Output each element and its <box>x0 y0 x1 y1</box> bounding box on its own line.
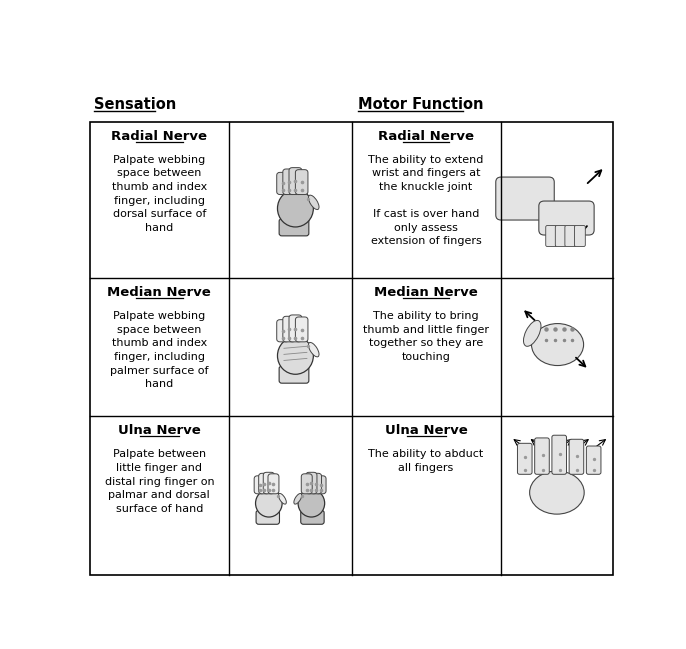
FancyBboxPatch shape <box>300 510 324 524</box>
FancyBboxPatch shape <box>276 173 289 195</box>
FancyBboxPatch shape <box>565 226 576 247</box>
FancyBboxPatch shape <box>279 219 309 236</box>
Text: The ability to abduct
all fingers: The ability to abduct all fingers <box>368 450 484 473</box>
Text: Radial Nerve: Radial Nerve <box>378 130 474 143</box>
Ellipse shape <box>277 190 314 227</box>
FancyBboxPatch shape <box>496 177 554 220</box>
Ellipse shape <box>523 321 541 347</box>
Text: Palpate webbing
space between
thumb and index
finger, including
dorsal surface o: Palpate webbing space between thumb and … <box>112 155 207 233</box>
FancyBboxPatch shape <box>296 169 308 195</box>
Text: The ability to bring
thumb and little finger
together so they are
touching: The ability to bring thumb and little fi… <box>363 312 489 362</box>
FancyBboxPatch shape <box>555 226 566 247</box>
FancyBboxPatch shape <box>539 201 594 235</box>
Text: Radial Nerve: Radial Nerve <box>111 130 207 143</box>
FancyBboxPatch shape <box>306 472 317 494</box>
Text: Ulna Nerve: Ulna Nerve <box>118 424 201 437</box>
Ellipse shape <box>309 195 319 210</box>
FancyBboxPatch shape <box>279 366 309 383</box>
Text: Palpate webbing
space between
thumb and index
finger, including
palmer surface o: Palpate webbing space between thumb and … <box>110 312 209 389</box>
FancyBboxPatch shape <box>569 439 584 474</box>
FancyBboxPatch shape <box>289 315 302 342</box>
FancyBboxPatch shape <box>263 472 274 494</box>
FancyBboxPatch shape <box>289 167 302 195</box>
Text: Motor Function: Motor Function <box>358 97 484 112</box>
Text: Ulna Nerve: Ulna Nerve <box>385 424 467 437</box>
FancyBboxPatch shape <box>534 438 549 474</box>
Text: Sensation: Sensation <box>94 97 176 112</box>
FancyBboxPatch shape <box>256 510 279 524</box>
Ellipse shape <box>256 489 282 517</box>
Text: The ability to extend
wrist and fingers at
the knuckle joint

If cast is over ha: The ability to extend wrist and fingers … <box>368 155 484 247</box>
FancyBboxPatch shape <box>311 473 322 494</box>
FancyBboxPatch shape <box>255 476 265 494</box>
FancyBboxPatch shape <box>259 473 270 494</box>
Ellipse shape <box>294 493 302 504</box>
Ellipse shape <box>277 337 314 374</box>
FancyBboxPatch shape <box>574 226 585 247</box>
FancyBboxPatch shape <box>301 474 312 494</box>
Ellipse shape <box>309 343 319 357</box>
Ellipse shape <box>279 493 286 504</box>
FancyBboxPatch shape <box>546 226 556 247</box>
Text: Median Nerve: Median Nerve <box>108 286 211 299</box>
Text: Median Nerve: Median Nerve <box>375 286 478 299</box>
FancyBboxPatch shape <box>276 320 289 342</box>
FancyBboxPatch shape <box>316 476 326 494</box>
FancyBboxPatch shape <box>296 317 308 342</box>
FancyBboxPatch shape <box>283 169 296 195</box>
Ellipse shape <box>530 471 584 514</box>
Ellipse shape <box>532 324 584 365</box>
FancyBboxPatch shape <box>283 316 296 342</box>
Text: Palpate between
little finger and
distal ring finger on
palmar and dorsal
surfac: Palpate between little finger and distal… <box>104 450 214 514</box>
FancyBboxPatch shape <box>268 474 279 494</box>
FancyBboxPatch shape <box>517 443 532 474</box>
Ellipse shape <box>298 489 324 517</box>
FancyBboxPatch shape <box>587 446 601 474</box>
FancyBboxPatch shape <box>552 435 567 474</box>
